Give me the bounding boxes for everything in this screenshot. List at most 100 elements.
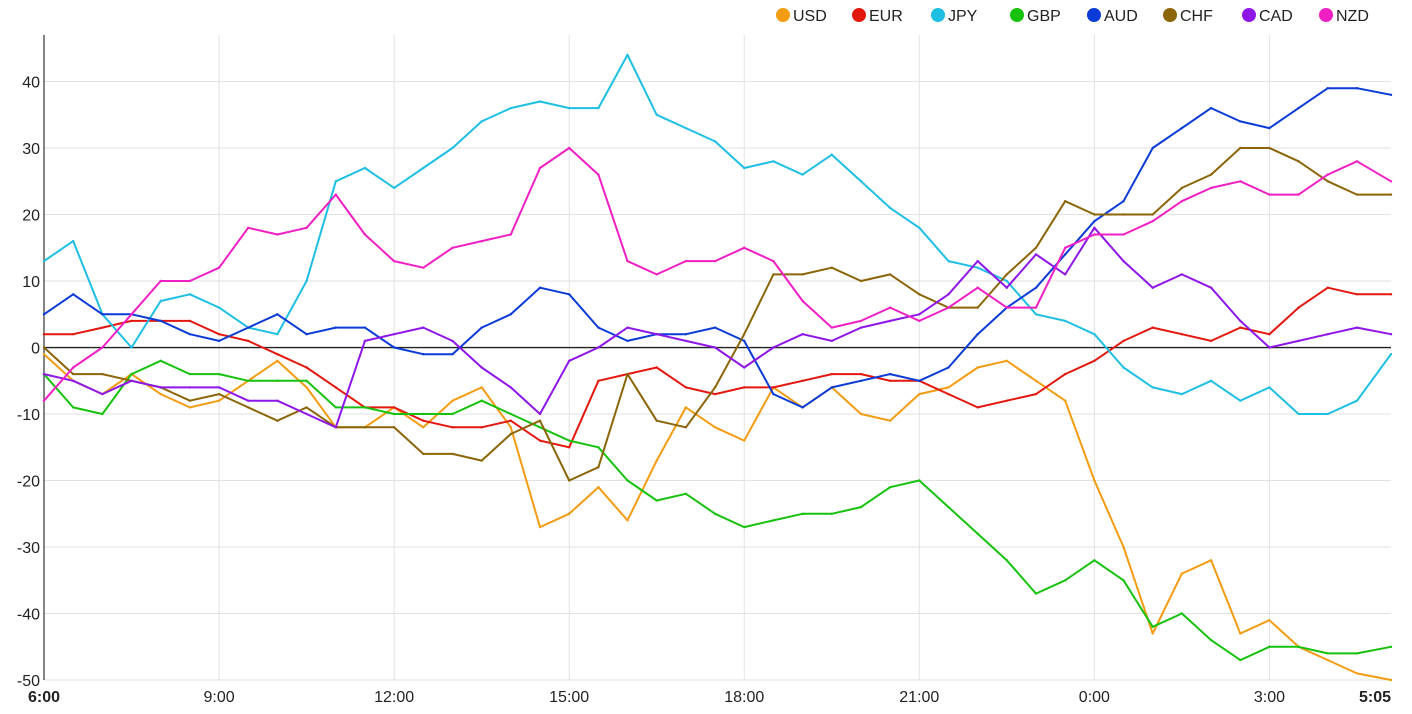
data-point: [947, 259, 950, 263]
data-point: [1093, 220, 1096, 223]
data-point: [801, 512, 804, 515]
data-point: [247, 226, 250, 229]
data-point: [1297, 412, 1300, 416]
data-point: [918, 319, 921, 323]
data-point: [568, 146, 571, 150]
data-point: [684, 339, 688, 343]
data-point: [888, 379, 892, 382]
data-point: [217, 339, 221, 343]
data-point: [743, 439, 746, 442]
data-point: [1355, 326, 1359, 329]
data-point: [568, 439, 571, 442]
data-point: [830, 512, 833, 515]
data-point: [1122, 233, 1125, 236]
data-point: [655, 366, 658, 369]
x-tick-label: 6:00: [28, 689, 60, 706]
series-eur: [42, 286, 1393, 449]
data-point: [1064, 399, 1067, 402]
data-point: [655, 459, 658, 462]
data-point: [42, 259, 46, 263]
data-point: [976, 333, 979, 336]
data-point: [1122, 366, 1125, 369]
data-point: [101, 326, 104, 329]
data-point: [1268, 146, 1271, 150]
data-point: [451, 412, 454, 416]
data-point: [188, 386, 192, 389]
data-point: [1326, 333, 1330, 336]
data-point: [392, 426, 396, 429]
data-point: [509, 432, 512, 436]
data-point: [597, 346, 600, 349]
data-point: [363, 166, 367, 170]
data-point: [363, 233, 367, 236]
data-point: [130, 379, 133, 382]
data-point: [188, 319, 192, 323]
data-point: [451, 353, 454, 356]
data-point: [1209, 173, 1213, 176]
data-point: [72, 372, 75, 376]
data-point: [247, 399, 250, 402]
data-point: [918, 313, 921, 316]
legend-label: JPY: [948, 8, 978, 25]
legend-item-nzd: NZD: [1319, 8, 1369, 25]
data-point: [1093, 479, 1096, 482]
data-point: [743, 525, 746, 529]
data-point: [276, 379, 279, 382]
data-point: [451, 452, 454, 456]
data-point: [1034, 286, 1038, 289]
data-point: [626, 326, 629, 329]
data-point: [188, 372, 192, 376]
legend-item-aud: AUD: [1087, 8, 1138, 25]
data-point: [451, 426, 454, 429]
data-point: [888, 372, 892, 376]
legend-swatch: [1163, 8, 1177, 22]
legend-item-cad: CAD: [1242, 8, 1293, 25]
data-point: [1093, 559, 1096, 562]
data-point: [888, 206, 892, 210]
series-cad: [42, 226, 1393, 429]
axis-layer: 40 30 20 10 0 -10 -20 -30 -40 -506:00 9:00 12:00 15:…: [17, 35, 1391, 706]
data-point: [538, 419, 542, 422]
data-point: [626, 259, 629, 263]
data-point: [72, 333, 75, 336]
data-point: [334, 193, 337, 196]
data-point: [1297, 193, 1300, 196]
data-point: [859, 326, 863, 329]
data-point: [568, 359, 571, 362]
y-tick-label: 20: [22, 208, 40, 225]
data-point: [1209, 638, 1213, 642]
data-point: [976, 532, 979, 535]
data-point: [1268, 645, 1271, 648]
data-point: [568, 293, 571, 296]
data-point: [830, 326, 833, 329]
data-point: [918, 226, 921, 229]
data-point: [422, 419, 425, 422]
data-point: [830, 372, 833, 376]
data-point: [101, 372, 104, 376]
data-point: [743, 333, 746, 336]
data-point: [684, 406, 688, 409]
data-point: [1209, 106, 1213, 110]
series-layer: [42, 53, 1393, 682]
data-point: [597, 466, 600, 469]
data-point: [480, 459, 483, 462]
data-point: [713, 392, 717, 396]
data-point: [1005, 359, 1008, 362]
data-point: [422, 166, 425, 170]
data-point: [451, 399, 454, 402]
data-point: [392, 346, 396, 349]
data-point: [947, 293, 950, 296]
data-point: [1209, 339, 1213, 343]
data-point: [334, 326, 337, 329]
series-jpy: [42, 53, 1393, 416]
data-point: [1326, 652, 1330, 655]
data-point: [1326, 87, 1330, 90]
data-point: [1005, 399, 1008, 402]
data-point: [1122, 213, 1125, 216]
data-point: [684, 333, 688, 336]
legend: USD EUR JPY GBP AUD CHF CAD NZD: [776, 8, 1369, 25]
data-point: [422, 426, 425, 429]
data-point: [1239, 399, 1242, 402]
data-point: [568, 446, 571, 449]
data-point: [1355, 160, 1359, 163]
